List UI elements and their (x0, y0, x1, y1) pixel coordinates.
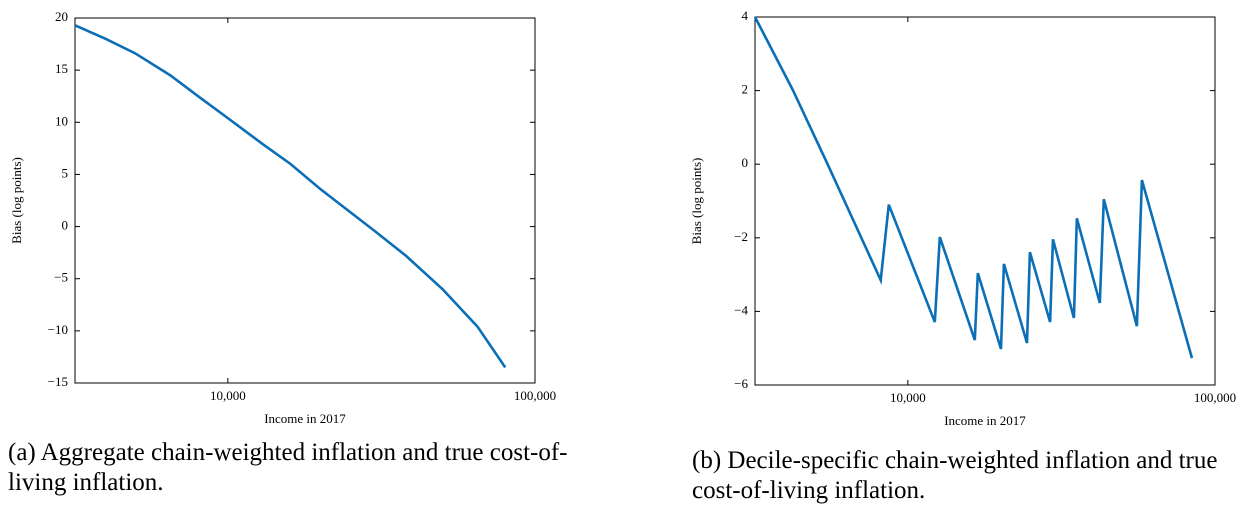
y-tick-label: −6 (734, 376, 748, 391)
x-tick-label: 100,000 (1194, 390, 1236, 405)
x-axis-label: Income in 2017 (264, 411, 346, 426)
y-tick-label: −5 (54, 270, 68, 285)
x-tick-label: 10,000 (210, 388, 246, 403)
x-axis-label: Income in 2017 (944, 413, 1026, 428)
y-axis-label: Bias (log points) (689, 158, 704, 245)
y-tick-label: −15 (48, 374, 68, 389)
y-tick-label: −10 (48, 322, 68, 337)
data-line (753, 16, 1194, 359)
x-tick-label: 100,000 (514, 388, 556, 403)
y-tick-label: 0 (742, 155, 749, 170)
plot-frame (74, 17, 536, 384)
y-tick-label: 20 (55, 9, 68, 24)
y-tick-label: 15 (55, 61, 68, 76)
y-tick-label: −2 (734, 229, 748, 244)
caption: (a) Aggregate chain-weighted inflation a… (8, 439, 568, 496)
y-tick-label: 10 (55, 113, 68, 128)
y-tick-label: −4 (734, 302, 748, 317)
data-line (74, 24, 507, 369)
caption: (b) Decile-specific chain-weighted infla… (692, 447, 1218, 504)
x-tick-label: 10,000 (890, 390, 926, 405)
y-tick-label: 2 (742, 82, 749, 97)
y-tick-label: 4 (742, 8, 749, 23)
y-axis-label: Bias (log points) (9, 157, 24, 244)
y-tick-label: 5 (62, 165, 69, 180)
plot-frame (754, 16, 1216, 386)
y-tick-label: 0 (62, 218, 69, 233)
